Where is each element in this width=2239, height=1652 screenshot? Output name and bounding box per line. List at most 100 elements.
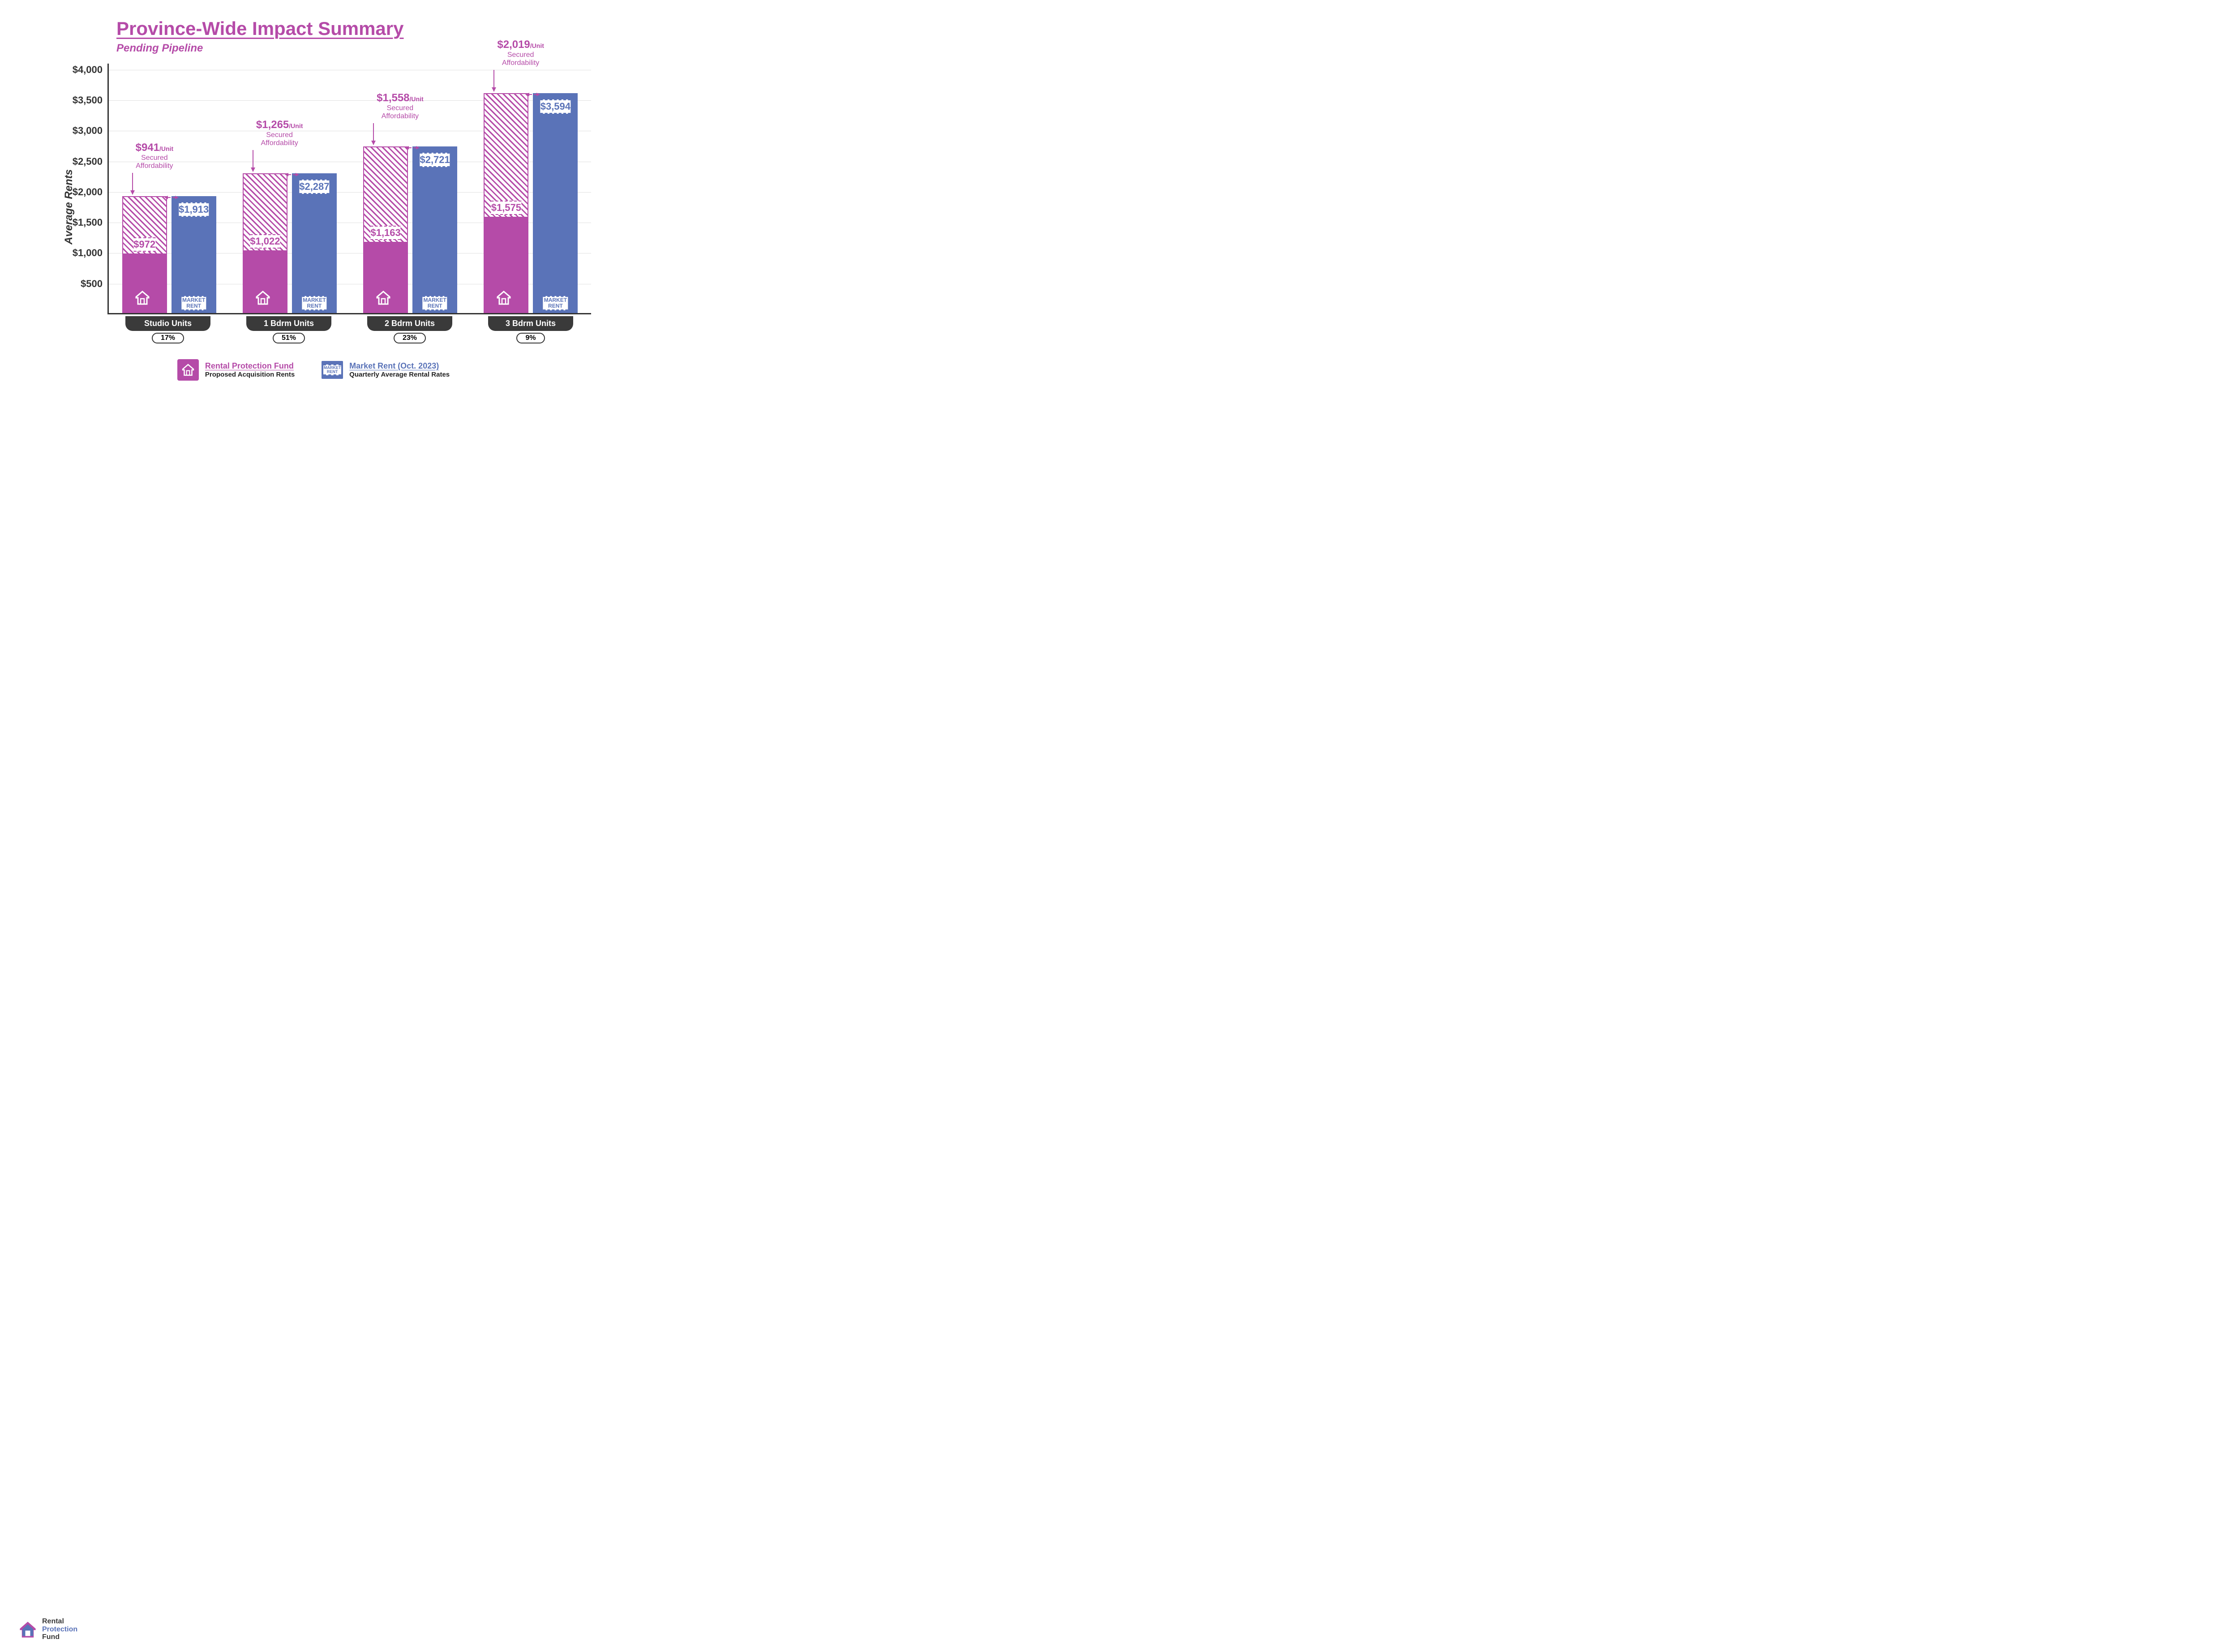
double-arrow-icon: [288, 174, 296, 175]
x-label-group: 2 Bdrm Units 23%: [360, 316, 459, 350]
legend: Rental Protection Fund Proposed Acquisit…: [27, 359, 600, 381]
legend-market-sub: Quarterly Average Rental Rates: [349, 371, 450, 378]
secured-callout: $2,019/Unit SecuredAffordability: [497, 39, 544, 67]
fund-bar: $1,022: [243, 173, 287, 313]
category-label: 3 Bdrm Units: [488, 316, 573, 331]
fund-bar-solid: $1,575: [484, 217, 528, 313]
legend-fund-title: Rental Protection Fund: [205, 361, 295, 371]
market-bar-solid: $1,913 MARKETRENT: [172, 196, 216, 313]
fund-bar-solid: $972: [122, 253, 167, 313]
logo-text-l2: Protection: [42, 1626, 77, 1634]
y-axis-label: Average Rents: [63, 169, 75, 245]
y-tick-label: $4,000: [73, 64, 109, 76]
y-tick-label: $500: [81, 278, 109, 290]
footer-logo: Rental Protection Fund: [18, 1618, 77, 1641]
category-label: 1 Bdrm Units: [246, 316, 331, 331]
market-rent-icon: MARKETRENT: [322, 361, 343, 379]
market-value-label: $2,721: [420, 153, 450, 167]
y-tick-label: $1,000: [73, 247, 109, 259]
fund-value-label: $1,575: [491, 201, 521, 215]
market-bar-solid: $2,287 MARKETRENT: [292, 173, 337, 313]
fund-bar: $1,163: [363, 146, 408, 313]
double-arrow-icon: [409, 147, 416, 148]
house-icon: [374, 289, 397, 311]
fund-bar: $1,575: [484, 93, 528, 313]
secured-amount: $2,019: [497, 39, 530, 51]
legend-market-title: Market Rent (Oct. 2023): [349, 361, 450, 371]
secured-unit: /Unit: [410, 95, 424, 103]
secured-unit: /Unit: [289, 122, 303, 129]
fund-bar-solid: $1,163: [363, 242, 408, 313]
bars-row: $972$1,913MARKETRENT$941/UnitSecuredAffo…: [109, 64, 591, 313]
x-label-group: 3 Bdrm Units 9%: [481, 316, 580, 350]
double-arrow-icon: [168, 197, 175, 198]
logo-text-l1: Rental: [42, 1618, 77, 1626]
fund-bar-solid: $1,022: [243, 250, 287, 313]
secured-desc: SecuredAffordability: [136, 154, 173, 170]
market-base-label: MARKETRENT: [422, 296, 447, 310]
secured-unit: /Unit: [530, 42, 544, 49]
fund-value-label: $1,163: [370, 226, 400, 240]
logo-text-l3: Fund: [42, 1633, 77, 1641]
market-bar: $1,913 MARKETRENT: [172, 196, 216, 313]
bar-group: $972$1,913MARKETRENT$941/UnitSecuredAffo…: [122, 196, 216, 313]
y-tick-label: $2,500: [73, 156, 109, 167]
y-tick-label: $2,000: [73, 186, 109, 198]
market-value-label: $3,594: [540, 99, 570, 114]
legend-fund-sub: Proposed Acquisition Rents: [205, 371, 295, 378]
double-arrow-icon: [529, 94, 536, 95]
market-bar: $2,721 MARKETRENT: [412, 146, 457, 313]
callout-arrow-icon: [373, 123, 374, 145]
x-label-group: 1 Bdrm Units 51%: [240, 316, 338, 350]
secured-callout: $1,265/Unit SecuredAffordability: [256, 119, 303, 147]
callout-arrow-icon: [493, 70, 494, 91]
category-label: 2 Bdrm Units: [367, 316, 452, 331]
secured-unit: /Unit: [159, 145, 173, 152]
market-bar-solid: $2,721 MARKETRENT: [412, 146, 457, 313]
chart: Average Rents $500$1,000$1,500$2,000$2,5…: [27, 64, 600, 350]
house-icon: [133, 289, 156, 311]
fund-bar: $972: [122, 196, 167, 313]
x-label-group: Studio Units 17%: [119, 316, 217, 350]
market-bar: $2,287 MARKETRENT: [292, 173, 337, 313]
secured-callout: $941/Unit SecuredAffordability: [136, 142, 174, 170]
market-value-label: $2,287: [299, 180, 329, 194]
market-base-label: MARKETRENT: [543, 296, 568, 310]
y-tick-label: $1,500: [73, 217, 109, 228]
market-bar-solid: $3,594 MARKETRENT: [533, 93, 578, 313]
callout-arrow-icon: [132, 173, 133, 194]
market-bar: $3,594 MARKETRENT: [533, 93, 578, 313]
category-pct: 51%: [273, 333, 305, 343]
legend-item-market: MARKETRENT Market Rent (Oct. 2023) Quart…: [322, 361, 450, 379]
market-base-label: MARKETRENT: [181, 296, 206, 310]
category-label: Studio Units: [125, 316, 210, 331]
fund-value-label: $1,022: [250, 234, 280, 249]
category-pct: 9%: [516, 333, 545, 343]
bar-group: $1,575$3,594MARKETRENT$2,019/UnitSecured…: [484, 93, 578, 313]
secured-amount: $1,265: [256, 119, 289, 131]
house-icon: [495, 289, 517, 311]
category-pct: 23%: [394, 333, 426, 343]
plot-area: $500$1,000$1,500$2,000$2,500$3,000$3,500…: [107, 64, 591, 314]
x-axis-labels: Studio Units 17% 1 Bdrm Units 51% 2 Bdrm Uni…: [107, 316, 591, 350]
secured-callout: $1,558/UnitSecuredAffordability: [377, 92, 424, 120]
house-icon: [177, 359, 199, 381]
bar-group: $1,163$2,721MARKETRENT$1,558/UnitSecured…: [363, 146, 457, 313]
secured-desc: SecuredAffordability: [502, 51, 539, 67]
house-icon: [254, 289, 276, 311]
fund-value-label: $972: [133, 237, 155, 252]
secured-desc: SecuredAffordability: [382, 104, 419, 120]
category-pct: 17%: [152, 333, 184, 343]
bar-group: $1,022$2,287MARKETRENT$1,265/UnitSecured…: [243, 173, 337, 313]
y-tick-label: $3,000: [73, 125, 109, 137]
secured-amount: $941: [136, 142, 159, 154]
page-title: Province-Wide Impact Summary: [116, 18, 600, 39]
fund-bar-hatch: [484, 93, 528, 217]
secured-amount: $1,558: [377, 92, 409, 104]
legend-item-fund: Rental Protection Fund Proposed Acquisit…: [177, 359, 295, 381]
market-base-label: MARKETRENT: [302, 296, 326, 310]
house-icon: [18, 1620, 38, 1639]
secured-desc: SecuredAffordability: [261, 131, 298, 147]
y-tick-label: $3,500: [73, 94, 109, 106]
market-value-label: $1,913: [179, 202, 209, 217]
